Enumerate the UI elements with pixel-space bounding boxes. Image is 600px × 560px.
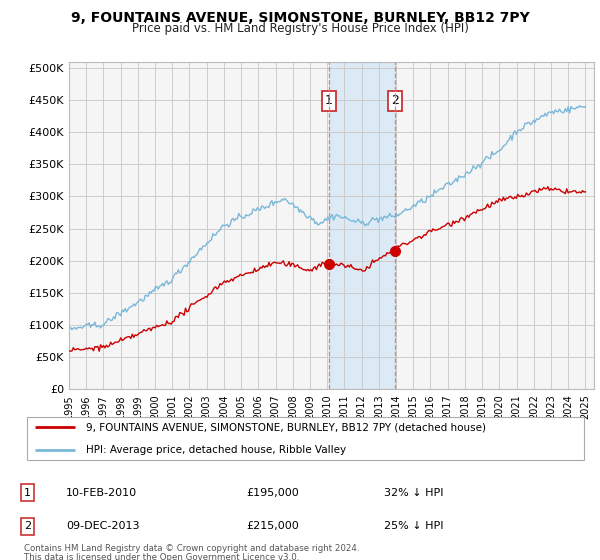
Text: £215,000: £215,000 xyxy=(246,521,299,531)
Text: 10-FEB-2010: 10-FEB-2010 xyxy=(66,488,137,498)
Text: 9, FOUNTAINS AVENUE, SIMONSTONE, BURNLEY, BB12 7PY: 9, FOUNTAINS AVENUE, SIMONSTONE, BURNLEY… xyxy=(71,11,529,25)
Text: 2: 2 xyxy=(24,521,31,531)
Text: 1: 1 xyxy=(325,95,333,108)
Text: This data is licensed under the Open Government Licence v3.0.: This data is licensed under the Open Gov… xyxy=(24,553,299,560)
Text: HPI: Average price, detached house, Ribble Valley: HPI: Average price, detached house, Ribb… xyxy=(86,445,346,455)
FancyBboxPatch shape xyxy=(27,417,584,460)
Bar xyxy=(329,62,395,389)
Text: 09-DEC-2013: 09-DEC-2013 xyxy=(66,521,139,531)
Text: Price paid vs. HM Land Registry's House Price Index (HPI): Price paid vs. HM Land Registry's House … xyxy=(131,22,469,35)
Text: 1: 1 xyxy=(24,488,31,498)
Text: Contains HM Land Registry data © Crown copyright and database right 2024.: Contains HM Land Registry data © Crown c… xyxy=(24,544,359,553)
Text: 9, FOUNTAINS AVENUE, SIMONSTONE, BURNLEY, BB12 7PY (detached house): 9, FOUNTAINS AVENUE, SIMONSTONE, BURNLEY… xyxy=(86,422,486,432)
Text: 25% ↓ HPI: 25% ↓ HPI xyxy=(384,521,443,531)
Text: £195,000: £195,000 xyxy=(246,488,299,498)
Text: 32% ↓ HPI: 32% ↓ HPI xyxy=(384,488,443,498)
Text: 2: 2 xyxy=(391,95,398,108)
